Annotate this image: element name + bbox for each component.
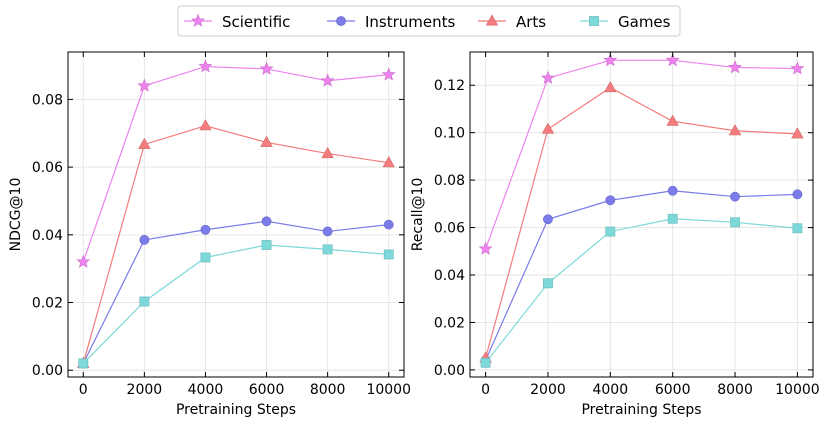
recall-line-scientific: [485, 59, 798, 250]
legend-marker-scientific: [191, 13, 205, 27]
recall-point-scientific-2: [603, 52, 618, 67]
ndcg-point-instruments-4: [322, 226, 333, 237]
recall-ytick-label-4: 0.08: [434, 173, 465, 189]
recall-axes-frame: [469, 51, 814, 378]
recall-chart: 0 2000 4000 6000 8000 10000 0.00 0.02 0.04 0.06 0.…: [410, 51, 820, 418]
recall-xtick-label-2: 4000: [592, 382, 628, 398]
ndcg-point-games-0: [78, 358, 89, 369]
recall-point-arts-2: [604, 80, 617, 93]
ndcg-point-arts-2: [199, 119, 212, 131]
recall-point-games-2: [605, 226, 616, 237]
ndcg-ytick-label-2: 0.04: [32, 228, 63, 244]
recall-point-instruments-3: [667, 185, 678, 196]
recall-point-arts-5: [791, 127, 804, 139]
legend-label-arts: Arts: [516, 13, 546, 31]
recall-xtick-label-0: 0: [481, 382, 490, 398]
legend-label-scientific: Scientific: [222, 13, 290, 31]
ndcg-point-arts-1: [138, 137, 151, 149]
legend-marker-arts: [485, 14, 499, 26]
ndcg-xtick-label-0: 0: [79, 382, 88, 398]
ndcg-ytick-label-3: 0.06: [32, 160, 63, 176]
recall-point-arts-3: [666, 114, 679, 126]
ndcg-point-scientific-5: [381, 67, 396, 81]
recall-xtick-label-3: 6000: [655, 382, 691, 398]
recall-xtick-label-5: 10000: [775, 382, 820, 398]
legend-label-games: Games: [618, 13, 671, 31]
recall-point-instruments-4: [730, 191, 740, 202]
recall-ylabel: Recall@10: [410, 178, 426, 252]
recall-point-scientific-1: [540, 70, 555, 85]
ndcg-point-scientific-3: [259, 61, 274, 75]
recall-point-scientific-3: [665, 52, 680, 67]
recall-point-arts-4: [728, 124, 742, 136]
recall-point-games-4: [730, 217, 740, 228]
recall-ytick-label-1: 0.02: [434, 315, 465, 331]
ndcg-point-scientific-4: [320, 73, 335, 87]
ndcg-ytick-label-1: 0.02: [32, 296, 63, 312]
recall-line-instruments: [485, 190, 798, 361]
recall-line-games: [485, 218, 798, 364]
ndcg-line-games: [82, 244, 389, 364]
ndcg-point-instruments-1: [139, 234, 150, 245]
ndcg-point-instruments-5: [383, 219, 394, 230]
ndcg-xtick-label-1: 2000: [127, 382, 163, 398]
ndcg-point-games-3: [261, 240, 272, 250]
recall-ytick-label-0: 0.00: [434, 363, 465, 379]
ndcg-axes-frame: [67, 51, 405, 378]
ndcg-point-scientific-1: [137, 78, 152, 92]
legend-label-instruments: Instruments: [365, 13, 456, 31]
recall-ytick-label-3: 0.06: [434, 221, 465, 237]
ndcg-point-scientific-0: [76, 254, 91, 268]
recall-line-arts: [485, 86, 798, 359]
recall-point-games-0: [480, 357, 491, 368]
legend-marker-instruments: [336, 16, 346, 26]
recall-point-games-3: [667, 213, 678, 224]
recall-point-games-1: [543, 278, 553, 289]
ndcg-xtick-label-4: 8000: [310, 382, 346, 398]
recall-xtick-label-1: 2000: [530, 382, 566, 398]
ndcg-ylabel: NDCG@10: [8, 178, 24, 252]
ndcg-line-arts: [82, 125, 389, 364]
ndcg-point-instruments-3: [261, 216, 272, 227]
ndcg-point-games-1: [139, 296, 150, 307]
ndcg-point-games-2: [200, 252, 211, 263]
recall-point-instruments-5: [792, 189, 803, 200]
recall-point-scientific-0: [478, 241, 493, 255]
ndcg-xlabel: Pretraining Steps: [176, 402, 296, 418]
ndcg-point-instruments-2: [200, 224, 211, 235]
recall-point-games-5: [792, 223, 803, 234]
ndcg-xtick-label-3: 6000: [249, 382, 285, 398]
recall-point-scientific-4: [728, 60, 743, 74]
recall-ytick-label-6: 0.12: [434, 78, 465, 94]
ndcg-point-scientific-2: [198, 59, 213, 73]
recall-xlabel: Pretraining Steps: [581, 402, 701, 418]
ndcg-xtick-label-2: 4000: [188, 382, 224, 398]
ndcg-point-arts-4: [321, 146, 334, 159]
recall-point-instruments-1: [543, 214, 553, 225]
ndcg-point-games-5: [383, 249, 394, 260]
recall-ytick-label-5: 0.10: [434, 126, 465, 142]
ndcg-point-arts-5: [382, 156, 395, 168]
recall-point-instruments-2: [605, 195, 616, 206]
recall-point-arts-1: [541, 122, 555, 134]
recall-xtick-label-4: 8000: [717, 382, 753, 398]
ndcg-xtick-label-5: 10000: [366, 382, 411, 398]
ndcg-line-instruments: [82, 220, 389, 364]
ndcg-point-arts-3: [260, 135, 273, 147]
recall-ytick-label-2: 0.04: [434, 268, 465, 284]
ndcg-chart: 0 2000 4000 6000 8000 10000 0.00 0.02 0.04 0.06 0.…: [8, 51, 411, 418]
legend: Scientific Instruments Arts Games: [177, 5, 681, 37]
ndcg-ytick-label-4: 0.08: [32, 92, 63, 108]
legend-frame: [177, 5, 681, 37]
ndcg-point-games-4: [322, 244, 333, 255]
ndcg-ytick-label-0: 0.00: [32, 363, 63, 379]
ndcg-line-scientific: [82, 65, 389, 263]
legend-marker-games: [589, 16, 599, 26]
recall-point-scientific-5: [790, 61, 805, 75]
